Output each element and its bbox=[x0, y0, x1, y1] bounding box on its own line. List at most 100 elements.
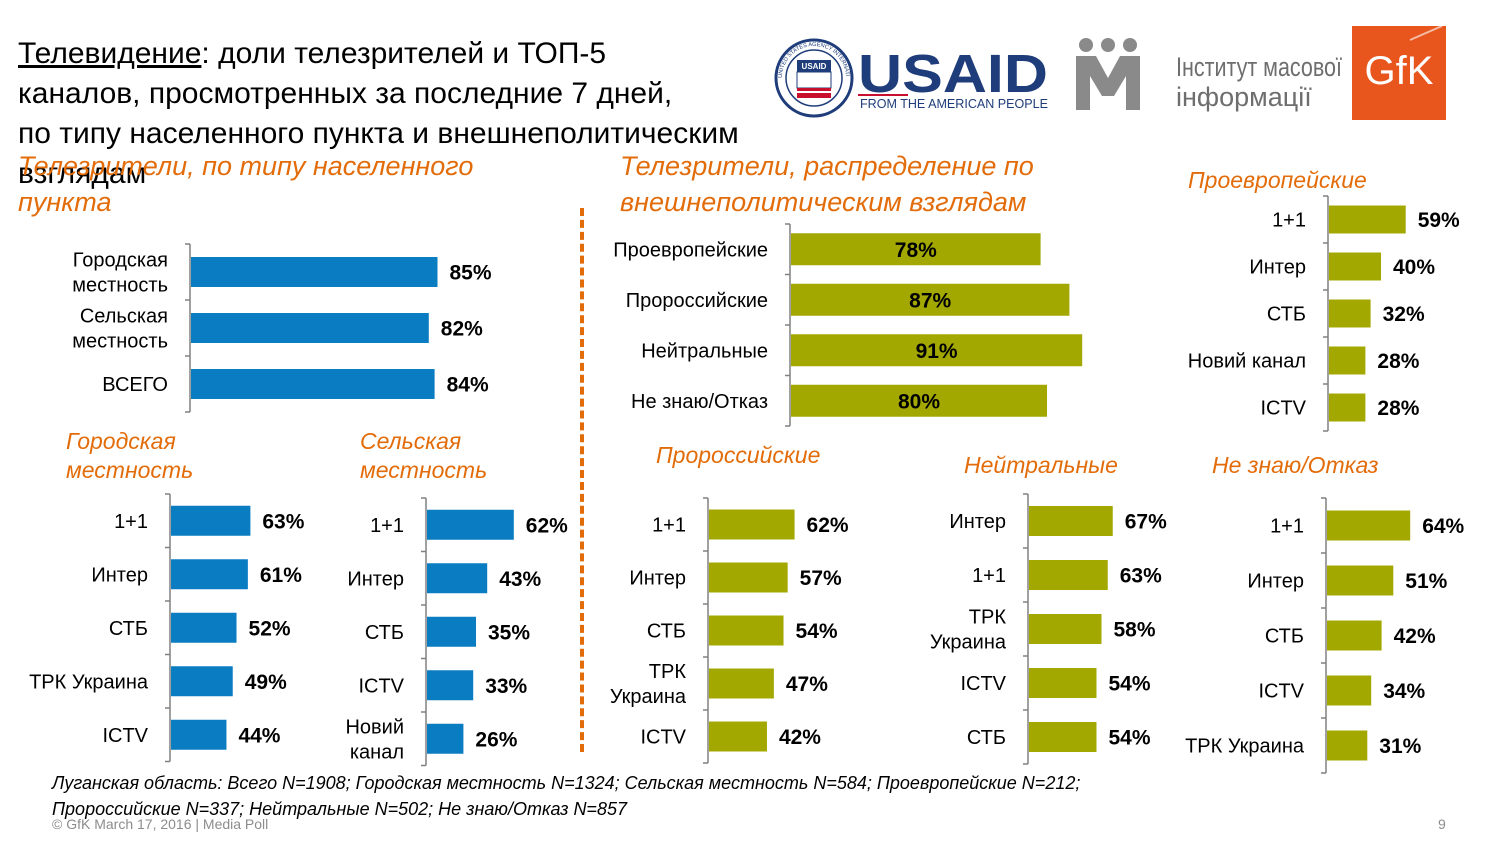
value-label: 54% bbox=[796, 620, 838, 643]
value-label: 33% bbox=[485, 675, 527, 698]
bar bbox=[1029, 668, 1097, 698]
bar bbox=[1329, 252, 1381, 281]
category-label: 1+1 bbox=[1270, 516, 1304, 538]
bar bbox=[171, 719, 227, 750]
bar-group: Интер 43% bbox=[347, 563, 542, 594]
bar bbox=[191, 313, 429, 343]
value-label: 43% bbox=[499, 568, 541, 591]
bar-group: ТРК Украина 49% bbox=[29, 666, 287, 697]
chart-dontknow-top5: 1+1 64% Интер 51% СТБ 42% ICTV 34% ТРК Украина 31… bbox=[1185, 497, 1465, 774]
value-label: 35% bbox=[488, 621, 530, 644]
bar-group: ICTV 33% bbox=[358, 670, 528, 701]
category-label: ТРК bbox=[649, 661, 687, 683]
category-label: Украина bbox=[930, 632, 1007, 654]
value-label: 63% bbox=[1120, 565, 1162, 588]
value-label: 78% bbox=[895, 239, 937, 262]
footnote: Луганская область: Всего N=1908; Городск… bbox=[52, 770, 1312, 822]
bar-group: Городская местность 85% bbox=[72, 250, 492, 297]
bar bbox=[709, 668, 774, 699]
bar-group: Интер 61% bbox=[91, 559, 302, 590]
value-label: 85% bbox=[450, 262, 492, 285]
bar bbox=[1329, 393, 1366, 422]
chart-settlement: Городская местность 85% Сельская местность 82… bbox=[72, 243, 492, 413]
category-label: Пророссийские bbox=[626, 290, 768, 312]
value-label: 26% bbox=[475, 728, 517, 751]
bar bbox=[427, 616, 476, 647]
footnote-line1: Луганская область: Всего N=1908; Городск… bbox=[52, 773, 1081, 793]
category-label: СТБ bbox=[1265, 626, 1304, 648]
bar-group: Не знаю/Отказ 80% bbox=[631, 384, 1047, 417]
value-label: 34% bbox=[1383, 680, 1425, 703]
category-label: ICTV bbox=[640, 727, 686, 749]
category-label: СТБ bbox=[647, 621, 686, 643]
bar-group: Сельская местность 82% bbox=[72, 306, 483, 353]
category-label: Новий bbox=[345, 716, 404, 738]
title-line1-rest: : доли телезрителей и ТОП-5 bbox=[201, 37, 607, 70]
bar-group: 1+1 63% bbox=[972, 560, 1162, 590]
category-label: Сельская bbox=[80, 306, 168, 328]
value-label: 91% bbox=[916, 340, 958, 363]
bar bbox=[171, 505, 251, 536]
category-label: Интер bbox=[91, 564, 148, 586]
bar-group: Интер 40% bbox=[1249, 252, 1435, 281]
bar bbox=[1327, 510, 1411, 541]
panel-title-views: Телезрители, распределение по внешнеполи… bbox=[620, 148, 1140, 220]
bar-group: 1+1 62% bbox=[370, 509, 568, 540]
bar bbox=[1329, 299, 1371, 328]
value-label: 51% bbox=[1405, 570, 1447, 593]
panel-title-dontknow: Не знаю/Отказ bbox=[1212, 451, 1379, 480]
bar bbox=[1029, 506, 1113, 536]
bar-group: Новий канал 26% bbox=[345, 716, 517, 763]
panel-title-rural: Сельская местность bbox=[360, 427, 487, 485]
category-label: ICTV bbox=[358, 675, 404, 697]
usaid-tagline: FROM THE AMERICAN PEOPLE bbox=[860, 96, 1048, 111]
value-label: 28% bbox=[1377, 397, 1419, 420]
panel-title-rural-line2: местность bbox=[360, 457, 488, 483]
value-label: 82% bbox=[441, 318, 483, 341]
category-label: ICTV bbox=[102, 725, 148, 747]
category-label: ТРК Украина bbox=[1185, 736, 1305, 758]
value-label: 42% bbox=[1394, 625, 1436, 648]
title-underlined: Телевидение bbox=[18, 37, 202, 70]
category-label: местность bbox=[72, 275, 168, 297]
bar-group: Пророссийские 87% bbox=[626, 283, 1070, 316]
bar bbox=[171, 612, 237, 643]
bar-group: 1+1 64% bbox=[1270, 510, 1465, 541]
panel-title-views-line1: Телезрители, распределение по bbox=[620, 151, 1034, 181]
bar-group: Интер 67% bbox=[949, 506, 1167, 536]
bar bbox=[427, 670, 474, 701]
imi-logo: Інститут масової інформації bbox=[1076, 38, 1342, 112]
category-label: ICTV bbox=[960, 673, 1006, 695]
bar bbox=[709, 509, 795, 540]
bar bbox=[1329, 346, 1366, 375]
chart-rural-top5: 1+1 62% Интер 43% СТБ 35% ICTV 33% Новий канал 26% bbox=[345, 497, 568, 767]
panel-title-prorus-line1: Пророссийские bbox=[656, 442, 821, 468]
category-label: канал bbox=[350, 741, 404, 763]
bar-group: СТБ 35% bbox=[365, 616, 530, 647]
imi-text-line1: Інститут масової bbox=[1176, 52, 1342, 82]
panel-title-settlement-line1: Телезрители, по типу населенного bbox=[18, 151, 474, 181]
category-label: ICTV bbox=[1258, 681, 1304, 703]
value-label: 44% bbox=[238, 724, 280, 747]
bar-group: Интер 57% bbox=[629, 562, 842, 593]
panel-title-settlement: Телезрители, по типу населенного пункта bbox=[18, 148, 578, 220]
value-label: 47% bbox=[786, 673, 828, 696]
category-label: Интер bbox=[949, 511, 1006, 533]
bar-group: ICTV 42% bbox=[640, 721, 821, 752]
value-label: 59% bbox=[1418, 209, 1460, 232]
bar-group: ICTV 34% bbox=[1258, 675, 1426, 706]
category-label: СТБ bbox=[967, 727, 1006, 749]
bar bbox=[709, 615, 784, 646]
bar-group: СТБ 54% bbox=[647, 615, 838, 646]
bar bbox=[709, 562, 788, 593]
bar bbox=[791, 233, 1041, 266]
usaid-logo: UNITED STATES AGENCY INTERNATIONAL DEVEL… bbox=[770, 36, 1048, 118]
category-label: ТРК bbox=[969, 607, 1007, 629]
value-label: 57% bbox=[800, 567, 842, 590]
bar bbox=[171, 666, 233, 697]
bar-group: ТРК Украина 31% bbox=[1185, 730, 1422, 761]
category-label: Интер bbox=[1249, 257, 1306, 279]
chart-proeuro-top5: 1+1 59% Интер 40% СТБ 32% Новий канал 28% ICTV 28… bbox=[1188, 195, 1460, 432]
panel-title-rural-line1: Сельская bbox=[360, 428, 462, 454]
category-label: ICTV bbox=[1260, 398, 1306, 420]
